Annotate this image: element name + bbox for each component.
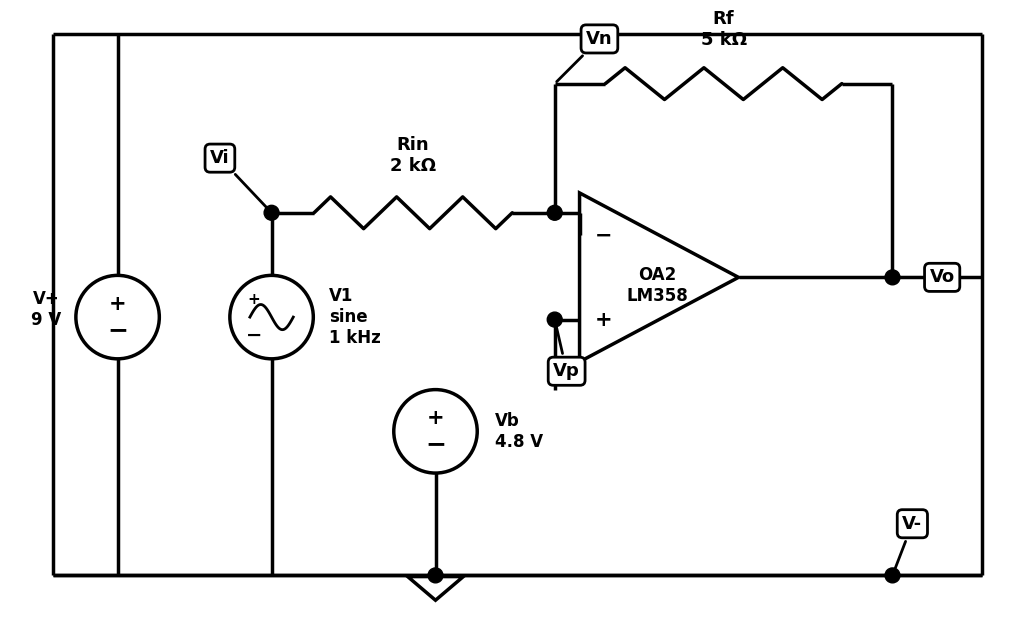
Text: +: + [109,294,126,314]
Text: OA2
LM358: OA2 LM358 [626,266,688,305]
Text: Vn: Vn [557,30,612,82]
Text: V+
9 V: V+ 9 V [31,290,61,328]
Text: +: + [595,310,612,330]
Circle shape [428,568,443,583]
Text: Vp: Vp [553,323,580,380]
Text: Vi: Vi [210,149,269,211]
Text: +: + [427,408,444,429]
Text: Vo: Vo [895,269,954,286]
Circle shape [885,270,900,285]
Circle shape [885,568,900,583]
Text: +: + [248,291,260,307]
Text: V-: V- [894,515,923,573]
Text: Rf
5 kΩ: Rf 5 kΩ [700,10,746,49]
Circle shape [547,312,562,327]
Circle shape [547,205,562,220]
Text: −: − [595,225,612,245]
Text: −: − [246,326,262,344]
Text: −: − [425,432,446,457]
Text: V1
sine
1 kHz: V1 sine 1 kHz [329,287,381,347]
Text: −: − [108,318,128,342]
Text: Rin
2 kΩ: Rin 2 kΩ [390,137,436,175]
Text: Vb
4.8 V: Vb 4.8 V [496,412,544,451]
Circle shape [264,205,279,220]
